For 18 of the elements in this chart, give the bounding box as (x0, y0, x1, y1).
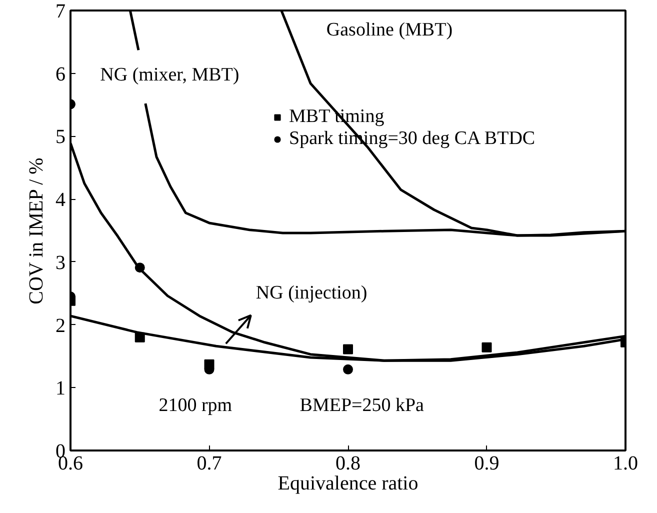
y-tick-label: 1 (56, 378, 66, 400)
y-tick-label: 6 (56, 63, 66, 86)
y-tick-label: 3 (56, 252, 66, 274)
annotation: NG (injection) (256, 282, 368, 304)
annotation: BMEP=250 kPa (300, 394, 425, 416)
x-tick-label: 0.8 (336, 452, 360, 474)
y-axis-title: COV in IMEP / % (26, 158, 48, 304)
legend-label: NG (mixer, MBT) (100, 64, 240, 86)
y-tick-label: 2 (56, 314, 66, 337)
y-tick-label: 7 (56, 0, 66, 22)
x-axis-title: Equivalence ratio (278, 472, 418, 494)
y-tick-label: 5 (56, 126, 66, 148)
x-tick-label: 0.7 (196, 452, 222, 474)
x-tick-label: 1.0 (613, 452, 638, 474)
series-label: Gasoline (MBT) (326, 20, 453, 40)
x-tick-label: 0.9 (474, 452, 500, 474)
y-tick-label: 4 (56, 189, 66, 212)
annotation: 2100 rpm (158, 394, 232, 416)
